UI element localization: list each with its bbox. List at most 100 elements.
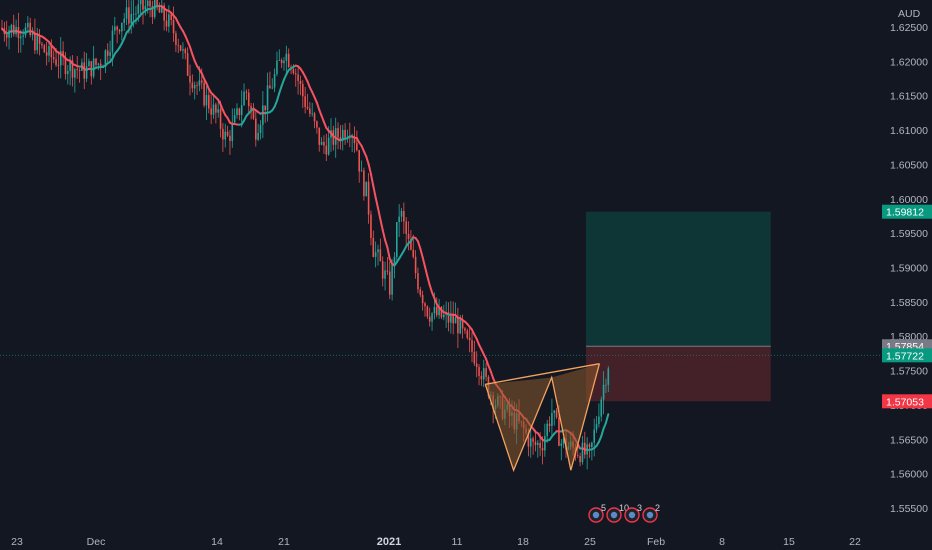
candle-body bbox=[544, 436, 546, 451]
candle-body bbox=[374, 252, 377, 257]
ma-segment bbox=[381, 228, 387, 241]
last-price-tag bbox=[882, 348, 932, 363]
candle-body bbox=[283, 60, 285, 64]
profit-zone[interactable] bbox=[586, 211, 771, 347]
candle-body bbox=[351, 137, 353, 139]
candle-body bbox=[45, 52, 48, 56]
loss-zone[interactable] bbox=[586, 346, 771, 402]
candle-body bbox=[461, 318, 464, 329]
candle-body bbox=[424, 303, 426, 307]
candle-body bbox=[24, 27, 27, 36]
candle-body bbox=[396, 222, 398, 257]
y-axis[interactable]: 1.62500 1.62000 1.61500 1.61000 1.60500 1.600… bbox=[890, 8, 928, 515]
candle-body bbox=[276, 60, 278, 75]
candle-body bbox=[243, 91, 245, 106]
candle-body bbox=[8, 30, 10, 38]
candle-body bbox=[193, 85, 196, 89]
currency-label: AUD bbox=[898, 8, 921, 20]
x-tick-label: 2021 bbox=[377, 536, 401, 548]
candle-body bbox=[438, 307, 440, 316]
candle-body bbox=[273, 74, 276, 88]
event-icon-dot bbox=[592, 511, 600, 519]
ma-segment bbox=[475, 337, 481, 346]
candle-body bbox=[482, 368, 485, 380]
candle-body bbox=[186, 53, 189, 76]
candle-body bbox=[175, 33, 177, 45]
candle-body bbox=[478, 367, 480, 376]
event-count: 3 bbox=[637, 503, 642, 513]
last-price-label: 1.57722 bbox=[886, 350, 924, 362]
event-markers[interactable]: 5 10 3 2 bbox=[588, 503, 660, 523]
candle-body bbox=[210, 108, 212, 115]
candle-body bbox=[137, 4, 140, 14]
candle-body bbox=[74, 69, 76, 78]
candle-body bbox=[22, 35, 24, 37]
candle-body bbox=[130, 14, 133, 24]
event-icon-dot bbox=[610, 511, 618, 519]
candle-body bbox=[146, 0, 149, 7]
candle-body bbox=[365, 181, 368, 197]
stop-price-tag bbox=[882, 394, 932, 409]
candle-body bbox=[306, 106, 309, 109]
candle-body bbox=[38, 35, 41, 44]
candle-body bbox=[12, 24, 15, 35]
candle-body bbox=[421, 294, 424, 304]
candle-body bbox=[83, 62, 86, 79]
candle-body bbox=[313, 113, 316, 122]
candle-body bbox=[339, 137, 342, 141]
y-tick-label: 1.60500 bbox=[890, 159, 928, 171]
candle-body bbox=[266, 85, 269, 111]
x-tick-label: Dec bbox=[87, 536, 106, 548]
candle-body bbox=[85, 66, 88, 79]
candle-body bbox=[414, 256, 417, 274]
ma-segment bbox=[426, 275, 431, 287]
candle-body bbox=[189, 75, 191, 83]
candle-body bbox=[356, 143, 358, 151]
candle-body bbox=[144, 6, 147, 10]
candle-body bbox=[55, 59, 57, 66]
candle-body bbox=[203, 82, 205, 106]
moving-average[interactable] bbox=[1, 5, 610, 451]
candle-body bbox=[36, 35, 39, 51]
candle-body bbox=[367, 181, 370, 215]
candle-body bbox=[598, 416, 600, 424]
ma-segment bbox=[123, 31, 128, 40]
candle-body bbox=[607, 368, 610, 385]
ma-segment bbox=[189, 45, 194, 56]
candle-body bbox=[92, 58, 95, 77]
y-tick-label: 1.61000 bbox=[890, 125, 928, 137]
candle-body bbox=[471, 340, 473, 352]
candle-body bbox=[529, 438, 532, 447]
candle-body bbox=[257, 133, 259, 140]
candle-body bbox=[252, 110, 255, 119]
candle-body bbox=[219, 109, 222, 129]
ma-segment bbox=[379, 218, 384, 231]
ma-segment bbox=[273, 99, 278, 108]
x-axis[interactable]: 23 Dec 14 21 2021 11 18 25 Feb 8 15 22 bbox=[11, 536, 861, 548]
ma-segment bbox=[322, 121, 328, 129]
double-bottom-pattern[interactable] bbox=[484, 363, 601, 473]
candle-body bbox=[457, 317, 459, 334]
candle-body bbox=[546, 423, 548, 437]
candle-body bbox=[158, 7, 161, 13]
candle-body bbox=[341, 129, 344, 141]
candle-body bbox=[123, 18, 125, 23]
target-price-label: 1.59812 bbox=[886, 207, 924, 219]
candle-body bbox=[20, 36, 22, 39]
candle-body bbox=[59, 51, 62, 66]
ma-segment bbox=[374, 196, 379, 210]
candle-body bbox=[299, 80, 302, 85]
ma-segment bbox=[428, 284, 434, 294]
y-tick-label: 1.58500 bbox=[890, 297, 928, 309]
candle-body bbox=[196, 85, 198, 86]
x-tick-label: 22 bbox=[849, 536, 861, 548]
candle-body bbox=[388, 271, 391, 295]
candle-body bbox=[191, 82, 194, 89]
candle-body bbox=[222, 128, 224, 140]
candle-body bbox=[135, 13, 137, 15]
candle-body bbox=[240, 105, 243, 116]
candle-body bbox=[71, 60, 74, 78]
candle-body bbox=[372, 238, 375, 257]
candle-body bbox=[405, 221, 407, 234]
